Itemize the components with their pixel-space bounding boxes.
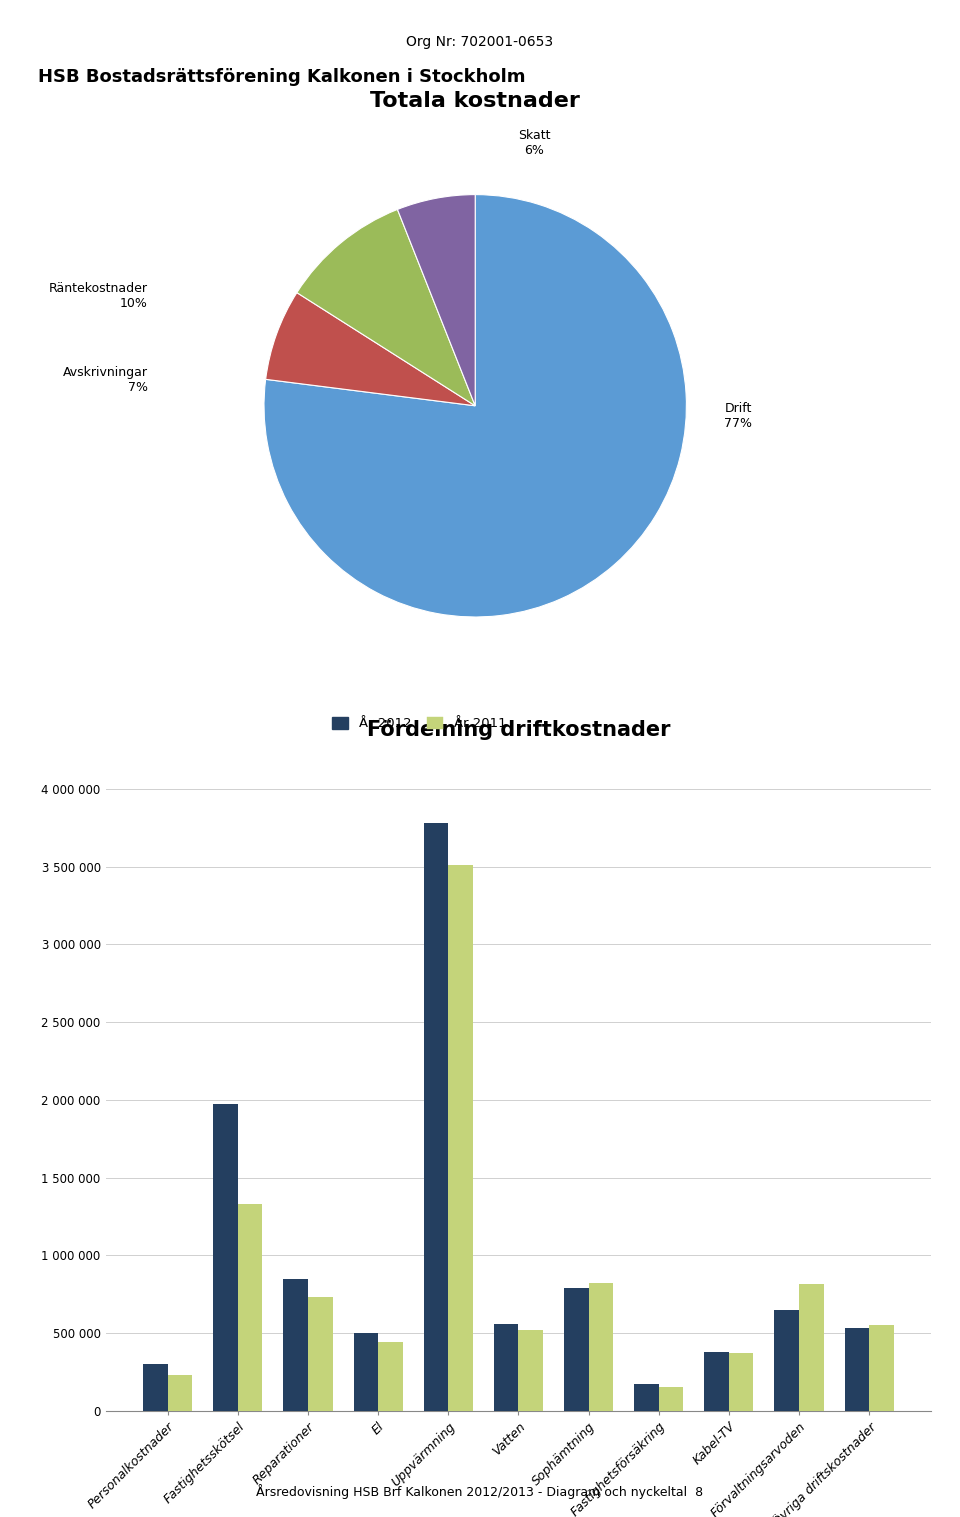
- Bar: [493, 1324, 518, 1411]
- Title: Fördelning driftkostnader: Fördelning driftkostnader: [367, 721, 670, 740]
- Bar: [845, 1329, 869, 1411]
- Bar: [588, 1283, 613, 1411]
- Bar: [564, 1288, 588, 1411]
- Bar: [705, 1352, 729, 1411]
- Bar: [143, 1364, 168, 1411]
- Bar: [283, 1279, 308, 1411]
- Text: Drift
77%: Drift 77%: [725, 402, 753, 431]
- Text: Avskrivningar
7%: Avskrivningar 7%: [62, 367, 148, 394]
- Wedge shape: [397, 194, 475, 405]
- Bar: [635, 1384, 659, 1411]
- Bar: [353, 1333, 378, 1411]
- Bar: [168, 1374, 192, 1411]
- Bar: [659, 1387, 684, 1411]
- Bar: [308, 1297, 332, 1411]
- Bar: [799, 1283, 824, 1411]
- Bar: [518, 1330, 543, 1411]
- Wedge shape: [297, 209, 475, 405]
- Text: HSB Bostadsrättsförening Kalkonen i Stockholm: HSB Bostadsrättsförening Kalkonen i Stoc…: [38, 68, 526, 86]
- Title: Totala kostnader: Totala kostnader: [371, 91, 580, 111]
- Wedge shape: [264, 194, 686, 617]
- Text: Årsredovisning HSB Brf Kalkonen 2012/2013 - Diagram och nyckeltal  8: Årsredovisning HSB Brf Kalkonen 2012/201…: [256, 1484, 704, 1499]
- Bar: [448, 865, 473, 1411]
- Bar: [729, 1353, 754, 1411]
- Bar: [775, 1309, 799, 1411]
- Bar: [423, 824, 448, 1411]
- Text: Skatt
6%: Skatt 6%: [518, 129, 551, 156]
- Bar: [378, 1343, 402, 1411]
- Bar: [213, 1104, 238, 1411]
- Bar: [238, 1204, 262, 1411]
- Text: Org Nr: 702001-0653: Org Nr: 702001-0653: [406, 35, 554, 49]
- Text: Räntekostnader
10%: Räntekostnader 10%: [49, 282, 148, 309]
- Wedge shape: [266, 293, 475, 405]
- Legend: År 2012, År 2011: År 2012, År 2011: [327, 711, 512, 736]
- Bar: [869, 1324, 894, 1411]
